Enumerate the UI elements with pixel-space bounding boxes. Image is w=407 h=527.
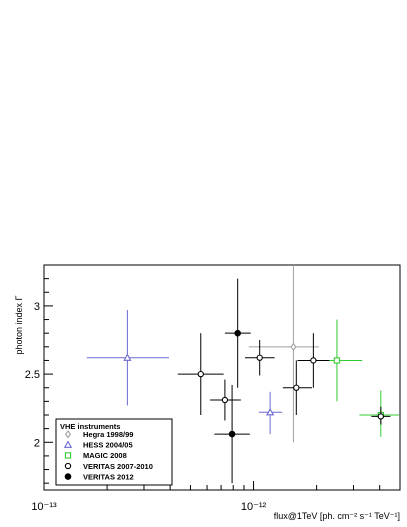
data-point	[177, 333, 224, 415]
legend-label: HESS 2004/05	[83, 441, 133, 450]
plot-area	[86, 265, 400, 484]
y-axis: 22.53	[25, 264, 53, 484]
legend-label: VERITAS 2012	[83, 472, 134, 481]
legend-title: VHE instruments	[60, 422, 120, 431]
legend-item: MAGIC 2008	[64, 451, 127, 460]
y-tick-label: 2	[34, 437, 40, 449]
x-axis: 10⁻¹³ 10⁻¹²	[31, 481, 401, 513]
legend-label: Hegra 1998/99	[83, 430, 133, 439]
point-marker	[333, 357, 341, 364]
legend-item: VERITAS 2007-2010	[64, 462, 153, 471]
data-point	[248, 265, 319, 443]
legend-marker	[64, 462, 72, 470]
legend-marker	[64, 452, 72, 459]
legend-box	[55, 418, 173, 486]
point-marker	[293, 384, 300, 391]
data-point	[244, 340, 275, 376]
data-point	[224, 278, 251, 388]
data-point	[258, 391, 283, 435]
point-marker	[221, 396, 229, 404]
x-axis-title: flux@1TeV [ph. cm⁻² s⁻¹ TeV⁻¹]	[274, 511, 400, 521]
legend-item: HESS 2004/05	[63, 440, 133, 450]
point-marker	[265, 407, 275, 416]
series	[214, 278, 251, 484]
legend-label: VERITAS 2007-2010	[83, 462, 153, 471]
series	[307, 319, 400, 437]
series	[86, 310, 283, 435]
point-marker	[377, 413, 384, 420]
legend-label: MAGIC 2008	[83, 451, 127, 460]
point-marker	[290, 342, 297, 351]
legend: VHE instruments Hegra 1998/99 HESS 2004/0…	[55, 418, 173, 486]
x-tick-label: 10⁻¹²	[241, 501, 267, 513]
y-tick-label: 3	[34, 301, 40, 313]
data-point	[371, 406, 391, 425]
y-axis-title: photon index Γ	[14, 295, 24, 354]
legend-marker	[63, 440, 73, 448]
point-marker	[234, 329, 241, 337]
legend-item: VERITAS 2012	[64, 472, 134, 481]
series	[248, 265, 319, 443]
data-point	[359, 390, 400, 437]
point-marker	[123, 353, 132, 361]
series	[177, 333, 391, 425]
data-point	[86, 310, 170, 406]
data-point	[297, 333, 330, 388]
data-point	[282, 360, 312, 415]
legend-marker	[64, 430, 72, 439]
point-marker	[310, 357, 317, 364]
data-point	[210, 379, 241, 421]
x-tick-label: 10⁻¹³	[31, 501, 57, 513]
point-marker	[256, 354, 263, 361]
legend-item: Hegra 1998/99	[64, 430, 133, 439]
y-tick-label: 2.5	[25, 369, 40, 381]
data-point	[214, 385, 250, 484]
plot-frame	[43, 264, 401, 491]
point-marker	[197, 370, 204, 378]
point-marker	[228, 430, 236, 438]
legend-marker	[64, 473, 72, 480]
